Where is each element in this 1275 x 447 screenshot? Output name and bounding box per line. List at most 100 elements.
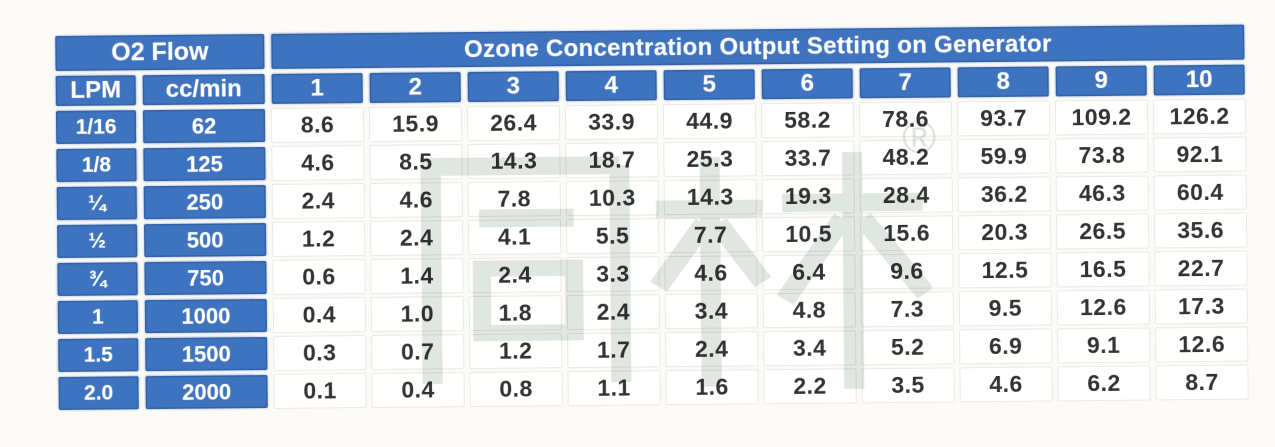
concentration-value-cell: 12.6	[1156, 327, 1248, 362]
concentration-value-cell: 4.6	[272, 146, 364, 180]
concentration-value-cell: 6.2	[1058, 366, 1150, 401]
concentration-value-cell: 8.5	[370, 145, 462, 179]
concentration-value-cell: 0.4	[273, 298, 366, 332]
concentration-value-cell: 19.3	[762, 179, 854, 214]
concentration-value-cell: 2.4	[666, 332, 758, 367]
concentration-value-cell: 22.7	[1155, 251, 1247, 286]
ccmin-value-cell: 2000	[145, 374, 268, 410]
concentration-value-cell: 58.2	[761, 103, 854, 138]
lpm-value-cell: ½	[57, 224, 138, 258]
concentration-value-cell: 33.7	[762, 141, 854, 176]
setting-level-header: 1	[271, 73, 363, 104]
concentration-value-cell: 18.7	[566, 143, 658, 178]
lpm-value-cell: 1	[57, 300, 139, 334]
concentration-value-cell: 7.8	[468, 182, 560, 217]
concentration-value-cell: 93.7	[957, 101, 1050, 136]
concentration-value-cell: 4.6	[960, 367, 1052, 402]
concentration-value-cell: 12.6	[1057, 290, 1150, 325]
concentration-value-cell: 1.6	[666, 370, 758, 405]
lpm-value-cell: 1/16	[55, 110, 137, 145]
concentration-value-cell: 44.9	[663, 104, 756, 139]
concentration-value-cell: 1.2	[470, 334, 562, 369]
concentration-value-cell: 14.3	[664, 180, 756, 215]
concentration-value-cell: 28.4	[860, 178, 952, 213]
concentration-value-cell: 8.6	[271, 108, 364, 142]
setting-level-header: 3	[467, 71, 559, 103]
ccmin-value-cell: 500	[144, 222, 267, 258]
ccmin-value-cell: 62	[142, 108, 266, 144]
concentration-value-cell: 10.5	[762, 217, 855, 252]
concentration-value-cell: 6.9	[960, 329, 1052, 364]
concentration-value-cell: 10.3	[566, 181, 658, 216]
concentration-value-cell: 0.6	[273, 260, 365, 294]
setting-level-header: 8	[957, 66, 1049, 98]
concentration-value-cell: 2.2	[764, 369, 856, 404]
ccmin-value-cell: 1500	[145, 336, 268, 372]
concentration-value-cell: 0.7	[372, 335, 464, 369]
lpm-value-cell: ¼	[56, 186, 137, 221]
concentration-value-cell: 0.8	[470, 372, 562, 407]
concentration-value-cell: 16.5	[1057, 252, 1149, 287]
concentration-value-cell: 12.5	[959, 253, 1051, 288]
ozone-setting-group-header: Ozone Concentration Output Setting on Ge…	[271, 24, 1245, 69]
setting-level-header: 4	[565, 70, 657, 102]
concentration-value-cell: 14.3	[468, 144, 560, 179]
concentration-value-cell: 9.6	[861, 254, 953, 289]
concentration-value-cell: 1.7	[568, 333, 660, 368]
concentration-value-cell: 0.3	[274, 336, 366, 370]
lpm-value-cell: 2.0	[58, 376, 139, 410]
concentration-value-cell: 4.6	[665, 256, 757, 291]
concentration-value-cell: 25.3	[664, 142, 756, 177]
concentration-value-cell: 2.4	[469, 258, 561, 293]
concentration-value-cell: 26.4	[467, 106, 560, 141]
concentration-value-cell: 46.3	[1056, 176, 1148, 211]
concentration-value-cell: 78.6	[859, 102, 952, 137]
setting-level-header: 9	[1055, 65, 1147, 97]
ccmin-value-cell: 125	[143, 146, 266, 182]
concentration-value-cell: 3.3	[567, 257, 659, 292]
ccmin-value-cell: 750	[144, 260, 267, 296]
concentration-value-cell: 1.4	[371, 259, 463, 293]
concentration-value-cell: 109.2	[1055, 100, 1148, 135]
concentration-value-cell: 9.5	[959, 291, 1052, 326]
concentration-value-cell: 1.2	[273, 222, 365, 256]
concentration-value-cell: 1.1	[568, 371, 660, 406]
concentration-value-cell: 8.7	[1156, 365, 1248, 400]
ccmin-value-cell: 250	[143, 184, 266, 220]
concentration-value-cell: 3.5	[862, 368, 954, 403]
concentration-value-cell: 15.9	[369, 107, 462, 141]
concentration-value-cell: 20.3	[958, 215, 1051, 250]
concentration-value-cell: 48.2	[860, 140, 952, 175]
concentration-value-cell: 9.1	[1058, 328, 1150, 363]
lpm-value-cell: 1/8	[56, 148, 137, 183]
concentration-value-cell: 26.5	[1056, 214, 1149, 249]
setting-level-header: 6	[761, 68, 853, 100]
setting-level-header: 2	[369, 72, 461, 103]
concentration-value-cell: 4.8	[763, 293, 856, 328]
concentration-value-cell: 0.4	[372, 373, 464, 407]
ccmin-column-header: cc/min	[142, 74, 265, 106]
setting-level-header: 7	[859, 67, 951, 99]
concentration-value-cell: 4.6	[370, 183, 462, 217]
concentration-value-cell: 7.3	[861, 292, 954, 327]
concentration-value-cell: 6.4	[763, 255, 855, 290]
concentration-value-cell: 1.0	[371, 297, 464, 331]
concentration-value-cell: 60.4	[1154, 175, 1246, 210]
concentration-value-cell: 2.4	[567, 295, 660, 330]
setting-level-header: 10	[1153, 64, 1245, 96]
concentration-value-cell: 3.4	[764, 331, 856, 366]
concentration-value-cell: 1.8	[469, 296, 562, 331]
concentration-value-cell: 5.2	[862, 330, 954, 365]
concentration-value-cell: 2.4	[371, 221, 463, 255]
concentration-value-cell: 92.1	[1154, 137, 1246, 172]
ozone-concentration-table: O2 Flow Ozone Concentration Output Setti…	[55, 24, 1248, 410]
o2-flow-group-header: O2 Flow	[55, 34, 265, 72]
concentration-value-cell: 126.2	[1153, 99, 1246, 134]
lpm-column-header: LPM	[55, 75, 136, 107]
concentration-value-cell: 36.2	[958, 177, 1050, 212]
concentration-value-cell: 59.9	[958, 139, 1050, 174]
lpm-value-cell: 1.5	[58, 338, 139, 372]
concentration-value-cell: 33.9	[565, 105, 658, 140]
concentration-value-cell: 17.3	[1155, 289, 1248, 324]
